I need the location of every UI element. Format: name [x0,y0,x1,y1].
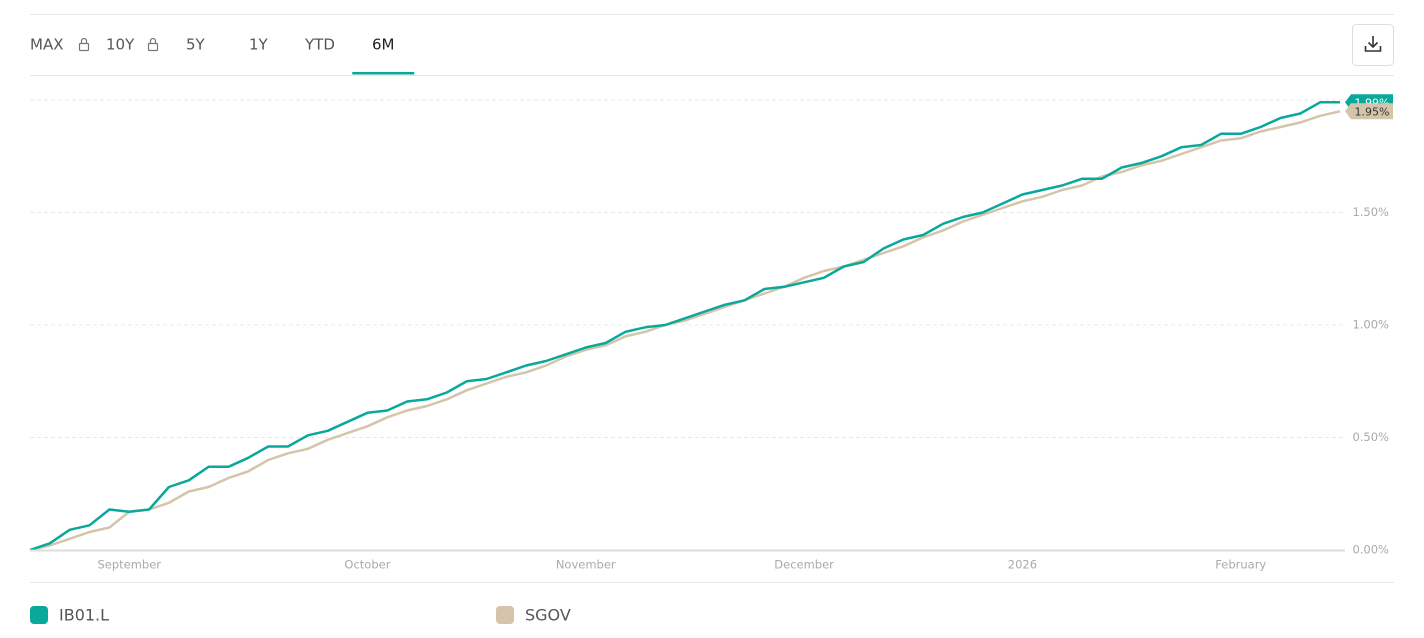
y-tick-label: 0.50% [1352,430,1389,444]
y-tick-label: 0.00% [1352,543,1389,557]
legend-swatch [30,606,48,624]
period-tab[interactable]: 6M [372,36,395,54]
lock-icon [147,37,159,52]
x-tick-label: November [556,558,616,572]
series-line [29,110,1341,552]
legend-item[interactable]: IB01.L [30,606,109,625]
lock-icon [78,37,90,52]
period-tab[interactable]: 1Y [249,36,269,54]
period-tabs: MAX 10Y 5Y 1Y YTD 6M [30,36,415,75]
series-line [29,101,1340,552]
y-tick-label: 1.50% [1352,205,1389,219]
x-tick-label: 2026 [1008,558,1037,572]
badge-label: 1.95% [1355,105,1390,118]
download-button[interactable] [1352,24,1394,66]
legend-item[interactable]: SGOV [496,606,571,625]
end-value-badge: 1.95% [1345,103,1393,120]
period-tab[interactable]: 10Y [106,36,135,54]
legend-swatch [496,606,514,624]
period-tab[interactable]: YTD [304,36,335,54]
badge-shape [1345,103,1393,120]
period-tab[interactable]: MAX [30,36,63,54]
y-tick-label: 1.00% [1352,318,1389,332]
plot: 0.00%0.50%1.00%1.50%2.00%SeptemberOctobe… [29,93,1393,572]
legend-label: SGOV [525,606,571,625]
legend-label: IB01.L [59,606,109,625]
x-tick-label: December [774,558,834,572]
x-tick-label: September [97,558,161,572]
period-tab[interactable]: 5Y [186,36,206,54]
x-tick-label: February [1215,558,1266,572]
x-tick-label: October [344,558,390,572]
active-tab-underline [352,72,415,75]
